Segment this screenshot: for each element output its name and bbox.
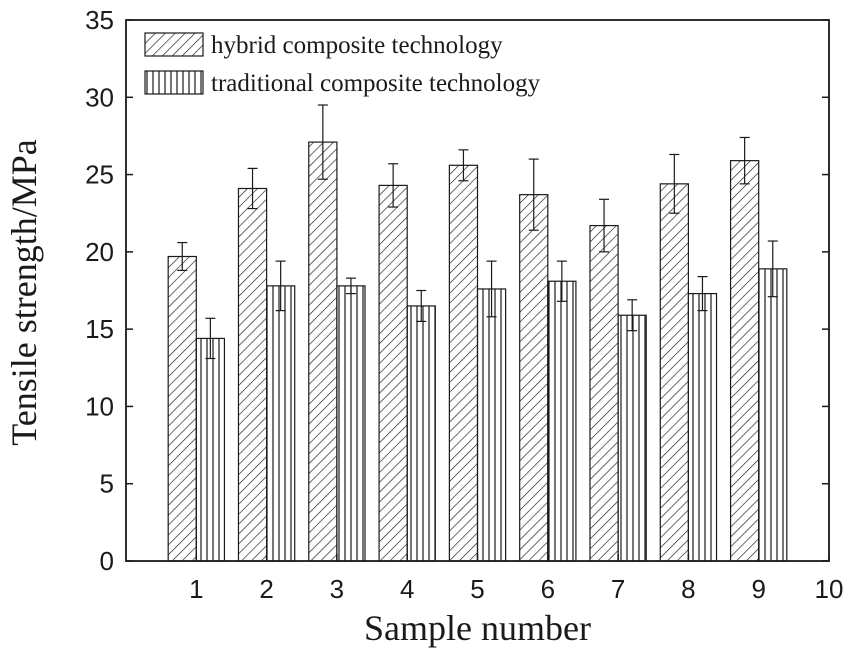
x-tick-label: 8 [681, 574, 695, 604]
bar-hybrid [659, 183, 690, 562]
legend-swatch-traditional [144, 70, 204, 95]
y-tick-label: 25 [85, 160, 114, 190]
y-tick-label: 10 [85, 391, 114, 421]
bars-layer [167, 141, 788, 562]
bar-traditional [476, 288, 507, 562]
bar-traditional [687, 292, 718, 562]
y-tick-label: 0 [100, 546, 114, 576]
x-axis-title: Sample number [364, 608, 591, 648]
bar-hybrid [589, 224, 619, 562]
bar-traditional [617, 314, 647, 562]
x-tick-label: 9 [751, 574, 765, 604]
bar-traditional [406, 305, 436, 562]
x-tick-label: 10 [815, 574, 844, 604]
bar-hybrid [237, 187, 268, 562]
bar-traditional [266, 285, 296, 562]
y-axis-title: Tensile strength/MPa [4, 139, 44, 445]
y-tick-label: 20 [85, 237, 114, 267]
bar-traditional [195, 337, 226, 562]
x-tick-label: 6 [541, 574, 555, 604]
x-tick-label: 1 [189, 574, 203, 604]
bar-hybrid [378, 184, 408, 562]
bar-traditional [758, 268, 788, 562]
bar-hybrid [448, 164, 479, 562]
y-tick-label: 35 [85, 5, 114, 35]
axes-layer: 0 5 10 15 20 25 30 35 1 2 3 4 5 6 7 8 9 10 [85, 5, 843, 604]
legend-label-hybrid: hybrid composite technology [211, 32, 503, 59]
x-tick-label: 3 [330, 574, 344, 604]
bar-hybrid [519, 194, 549, 562]
x-tick-label: 2 [259, 574, 273, 604]
bar-hybrid [167, 255, 197, 562]
legend-label-traditional: traditional composite technology [211, 70, 541, 97]
y-tick-label: 15 [85, 314, 114, 344]
bar-hybrid [729, 160, 760, 562]
bar-traditional [336, 285, 366, 562]
x-tick-label: 7 [611, 574, 625, 604]
x-tick-label: 5 [470, 574, 484, 604]
legend: hybrid composite technology traditional … [144, 32, 541, 97]
bar-hybrid [308, 141, 338, 562]
y-tick-label: 30 [85, 82, 114, 112]
legend-swatch-hybrid [144, 32, 204, 57]
x-tick-label: 4 [400, 574, 414, 604]
y-tick-label: 5 [100, 469, 114, 499]
error-bars-layer [177, 104, 778, 360]
bar-traditional [547, 280, 577, 562]
